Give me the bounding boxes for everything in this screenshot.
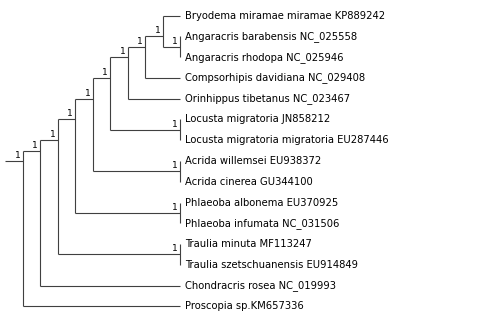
Text: 1: 1 bbox=[172, 244, 178, 253]
Text: Orinhippus tibetanus NC_023467: Orinhippus tibetanus NC_023467 bbox=[185, 93, 350, 104]
Text: 1: 1 bbox=[137, 37, 143, 46]
Text: 1: 1 bbox=[67, 109, 73, 118]
Text: Locusta migratoria migratoria EU287446: Locusta migratoria migratoria EU287446 bbox=[185, 135, 389, 145]
Text: 1: 1 bbox=[50, 130, 56, 139]
Text: Proscopia sp.KM657336: Proscopia sp.KM657336 bbox=[185, 301, 304, 311]
Text: 1: 1 bbox=[172, 120, 178, 129]
Text: 1: 1 bbox=[172, 37, 178, 46]
Text: Angaracris barabensis NC_025558: Angaracris barabensis NC_025558 bbox=[185, 31, 358, 42]
Text: 1: 1 bbox=[102, 68, 108, 77]
Text: Locusta migratoria JN858212: Locusta migratoria JN858212 bbox=[185, 115, 330, 125]
Text: 1: 1 bbox=[84, 89, 90, 98]
Text: 1: 1 bbox=[120, 47, 126, 56]
Text: Chondracris rosea NC_019993: Chondracris rosea NC_019993 bbox=[185, 280, 336, 291]
Text: Bryodema miramae miramae KP889242: Bryodema miramae miramae KP889242 bbox=[185, 11, 386, 21]
Text: 1: 1 bbox=[172, 161, 178, 170]
Text: 1: 1 bbox=[32, 141, 38, 150]
Text: Phlaeoba albonema EU370925: Phlaeoba albonema EU370925 bbox=[185, 197, 338, 207]
Text: Compsorhipis davidiana NC_029408: Compsorhipis davidiana NC_029408 bbox=[185, 72, 366, 83]
Text: Traulia minuta MF113247: Traulia minuta MF113247 bbox=[185, 239, 312, 249]
Text: Phlaeoba infumata NC_031506: Phlaeoba infumata NC_031506 bbox=[185, 218, 340, 229]
Text: Traulia szetschuanensis EU914849: Traulia szetschuanensis EU914849 bbox=[185, 260, 358, 270]
Text: 1: 1 bbox=[14, 151, 20, 160]
Text: 1: 1 bbox=[172, 203, 178, 212]
Text: Acrida willemsei EU938372: Acrida willemsei EU938372 bbox=[185, 156, 322, 166]
Text: Angaracris rhodopa NC_025946: Angaracris rhodopa NC_025946 bbox=[185, 52, 344, 63]
Text: Acrida cinerea GU344100: Acrida cinerea GU344100 bbox=[185, 177, 313, 187]
Text: 1: 1 bbox=[154, 26, 160, 35]
